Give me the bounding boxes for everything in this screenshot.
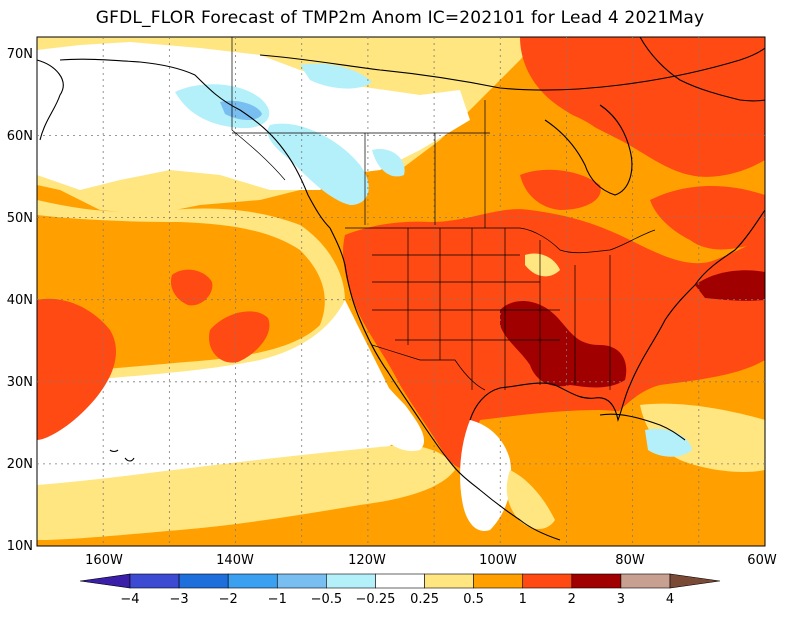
lat-label-30n: 30N (7, 375, 33, 390)
colorbar-box (620, 573, 671, 589)
graticule (37, 37, 765, 546)
field-weak-warm-caribbean (640, 403, 765, 472)
map-frame (36, 36, 766, 547)
colorbar-label: −1 (268, 592, 287, 607)
colorbar-label: 1 (519, 592, 527, 607)
colorbar-box (326, 573, 376, 589)
field-hot-pacific-a (170, 269, 213, 306)
colorbar-arrow-high (669, 573, 721, 589)
lat-label-40n: 40N (7, 293, 33, 308)
coastlines (36, 36, 766, 541)
border-us-mexico (371, 344, 486, 391)
field-hot-pacific-b (209, 311, 270, 363)
colorbar-box (178, 573, 229, 589)
field-cool-bc (267, 123, 369, 205)
lat-label-50n: 50N (7, 211, 33, 226)
coastline-arctic (259, 47, 766, 91)
coastline-hudson (544, 104, 633, 196)
colorbar-box (522, 573, 573, 589)
colorbar-box (375, 573, 425, 589)
colorbar-label: 3 (617, 592, 625, 607)
coastline-gulf (469, 382, 631, 422)
longitude-labels: 160W 140W 120W 100W 80W 60W (85, 553, 777, 568)
field-neutral-central-am (460, 420, 512, 531)
lon-label-120w: 120W (348, 553, 386, 568)
field-very-hot-ne (695, 270, 765, 301)
field-very-hot-se (500, 300, 627, 388)
colorbar-label: 2 (568, 592, 576, 607)
lat-label-20n: 20N (7, 457, 33, 472)
field-hot-labrador (650, 185, 765, 250)
lon-label-60w: 60W (747, 553, 777, 568)
colorbar-box (424, 573, 474, 589)
border-canada-provinces (232, 100, 490, 228)
colorbar: −4 −3 −2 −1 −0.5 −0.25 0.25 0.5 1 2 3 4 (79, 573, 721, 607)
coastline-alaska (36, 58, 331, 229)
field-weak-warm-south (37, 445, 455, 540)
colorbar-box (571, 573, 622, 589)
border-us-canada (345, 227, 656, 254)
field-cool-b (372, 149, 405, 177)
map-title: GFDL_FLOR Forecast of TMP2m Anom IC=2021… (95, 8, 705, 28)
field-hot-pacific-west (37, 298, 116, 440)
coastline-hawaii (109, 449, 135, 462)
colorbar-label: −0.5 (311, 592, 343, 607)
lat-label-10n: 10N (7, 539, 33, 554)
latitude-labels: 70N 60N 50N 40N 30N 20N 10N (7, 47, 33, 554)
lon-label-160w: 160W (85, 553, 123, 568)
colorbar-label: 0.5 (463, 592, 484, 607)
lon-label-140w: 140W (216, 553, 254, 568)
colorbar-label: −3 (170, 592, 189, 607)
lat-label-70n: 70N (7, 47, 33, 62)
colorbar-box (227, 573, 278, 589)
field-weak-warm-ca (506, 470, 555, 530)
border-us-states-a (372, 254, 560, 341)
border-alaska (231, 37, 286, 181)
boundaries (231, 37, 656, 391)
colorbar-label: 0.25 (410, 592, 439, 607)
colorbar-label: −2 (219, 592, 238, 607)
field-weak-warm-lakes (525, 253, 560, 277)
field-cool-nw (300, 63, 372, 89)
coastline-cuba (599, 413, 686, 441)
colorbar-arrow-low (79, 573, 131, 589)
coastline-west (329, 227, 561, 541)
colorbar-label: 4 (666, 592, 674, 607)
colorbar-label: −4 (120, 592, 139, 607)
field-cool-caribbean (645, 428, 692, 457)
colorbar-label: −0.25 (356, 592, 396, 607)
border-us-states-b (407, 228, 611, 390)
coastline-east (629, 209, 766, 386)
lon-label-100w: 100W (479, 553, 517, 568)
lon-label-80w: 80W (615, 553, 645, 568)
lat-label-60n: 60N (7, 129, 33, 144)
field-hot-hudson (520, 169, 601, 210)
colorbar-box (473, 573, 524, 589)
colorbar-box (276, 573, 327, 589)
field-hot-ne-canada (520, 37, 765, 177)
coastline-greenland (639, 36, 766, 102)
anomaly-field (37, 37, 765, 546)
colorbar-box (129, 573, 180, 589)
